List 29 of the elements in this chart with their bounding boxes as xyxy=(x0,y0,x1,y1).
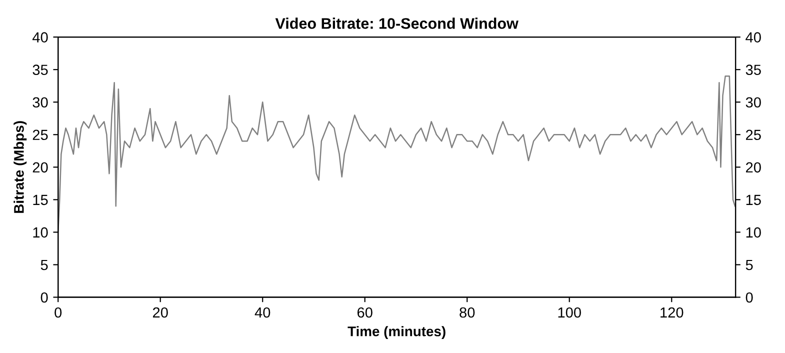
y2-tick-label: 10 xyxy=(746,227,761,238)
y2-tick-label: 25 xyxy=(746,130,761,140)
x-tick-label: 60 xyxy=(357,307,372,318)
y2-tick-label: 20 xyxy=(746,162,761,173)
x-tick-label: 0 xyxy=(54,307,62,318)
x-tick-label: 40 xyxy=(254,307,270,318)
x-tick-label: 80 xyxy=(460,307,475,318)
y2-tick-label: 35 xyxy=(746,64,761,76)
y-tick-label: 25 xyxy=(32,130,48,140)
y-tick-label: 20 xyxy=(32,162,48,173)
y2-tick-label: 0 xyxy=(746,292,753,303)
y-tick-label: 35 xyxy=(32,64,48,76)
x-axis-title: Time (minutes) xyxy=(348,326,446,340)
y2-tick-label: 40 xyxy=(746,32,761,42)
x-tick-label: 120 xyxy=(660,307,684,318)
x-tick-label: 20 xyxy=(152,307,168,318)
y-axis-title: Bitrate (Mbps) xyxy=(14,121,27,213)
y2-tick-label: 30 xyxy=(746,97,761,108)
y-tick-label: 15 xyxy=(33,194,48,206)
y2-tick-label: 5 xyxy=(746,260,753,270)
chart-title: Video Bitrate: 10-Second Window xyxy=(275,18,518,29)
y-tick-label: 30 xyxy=(32,97,48,108)
y-tick-label: 0 xyxy=(40,292,48,303)
y-tick-label: 10 xyxy=(33,227,48,238)
y2-tick-label: 15 xyxy=(746,194,761,206)
y-tick-label: 5 xyxy=(40,260,48,270)
y-tick-label: 40 xyxy=(32,32,48,42)
line-series xyxy=(58,75,736,233)
x-tick-label: 100 xyxy=(558,307,581,318)
